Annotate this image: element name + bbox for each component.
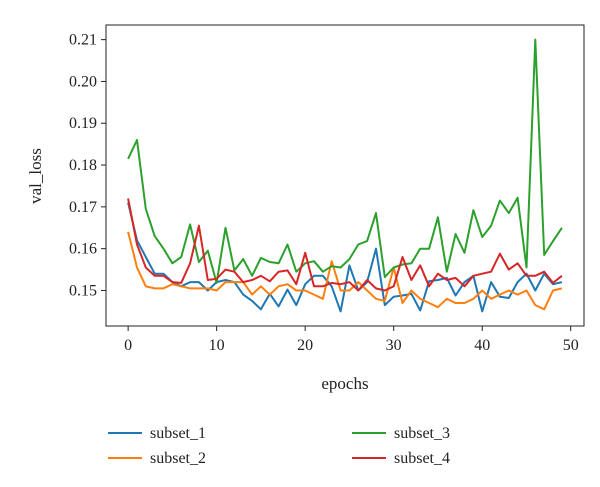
- x-tick-label: 30: [386, 337, 402, 354]
- x-tick-label: 10: [209, 337, 225, 354]
- x-axis-ticks: 0 10 20 30 40 50: [124, 326, 579, 354]
- y-tick-label: 0.21: [69, 32, 97, 49]
- x-tick-label: 40: [474, 337, 490, 354]
- y-tick-label: 0.16: [69, 241, 97, 258]
- legend-label-subset_3: subset_3: [394, 425, 450, 442]
- x-tick-label: 50: [563, 337, 579, 354]
- series-line-subset_4: [127, 198, 563, 292]
- x-axis-label: epochs: [321, 374, 368, 393]
- series-line-subset_2: [127, 231, 563, 311]
- legend-label-subset_4: subset_4: [394, 450, 450, 467]
- y-axis-ticks: 0.15 0.16 0.17 0.18 0.19 0.20 0.21: [69, 32, 106, 299]
- plot-area-frame: [105, 24, 585, 327]
- y-tick-label: 0.19: [69, 115, 97, 132]
- x-tick-label: 20: [297, 337, 313, 354]
- series-line-subset_1: [127, 202, 563, 313]
- legend: subset_1 subset_2 subset_3 subset_4: [108, 425, 450, 467]
- series-layer: [127, 38, 563, 313]
- y-tick-label: 0.17: [69, 199, 97, 216]
- y-tick-label: 0.18: [69, 157, 97, 174]
- y-tick-label: 0.15: [69, 282, 97, 299]
- legend-label-subset_2: subset_2: [150, 450, 206, 467]
- y-tick-label: 0.20: [69, 73, 97, 90]
- y-axis-label: val_loss: [26, 148, 45, 204]
- legend-label-subset_1: subset_1: [150, 425, 206, 442]
- x-tick-label: 0: [124, 337, 132, 354]
- series-line-subset_3: [127, 38, 563, 284]
